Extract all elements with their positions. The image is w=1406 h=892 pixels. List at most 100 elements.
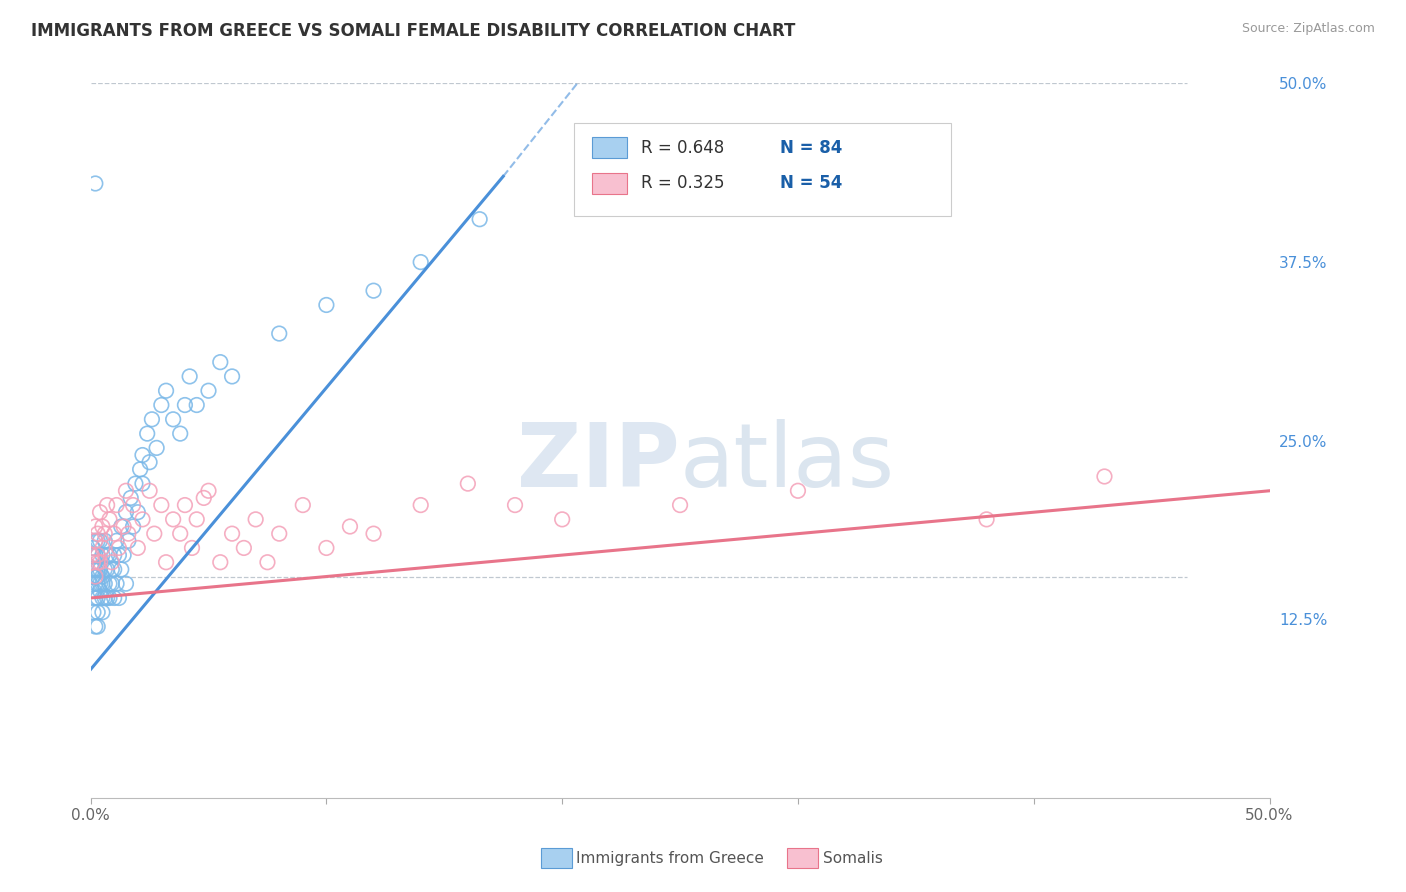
Point xyxy=(89,562,111,576)
Point xyxy=(117,533,139,548)
Point xyxy=(89,505,111,519)
Point xyxy=(105,498,128,512)
Point xyxy=(129,462,152,476)
Point xyxy=(669,498,692,512)
Point xyxy=(91,605,114,619)
Point xyxy=(96,498,118,512)
Point xyxy=(122,519,145,533)
Bar xyxy=(592,137,627,159)
Point xyxy=(115,483,138,498)
FancyBboxPatch shape xyxy=(574,123,952,216)
Point xyxy=(84,569,107,583)
Bar xyxy=(592,173,627,194)
Point xyxy=(89,533,111,548)
Point xyxy=(108,541,131,555)
Text: atlas: atlas xyxy=(681,418,896,506)
Point xyxy=(84,533,107,548)
Point xyxy=(98,512,121,526)
Point xyxy=(143,526,166,541)
Point xyxy=(110,519,132,533)
Point xyxy=(127,505,149,519)
Point xyxy=(80,583,103,598)
Point xyxy=(141,412,163,426)
Point xyxy=(363,284,385,298)
Text: ZIP: ZIP xyxy=(517,418,681,506)
Point xyxy=(131,448,153,462)
Point xyxy=(96,562,118,576)
Point xyxy=(551,512,574,526)
Point xyxy=(86,576,108,591)
Point xyxy=(86,605,108,619)
Point xyxy=(245,512,267,526)
Text: Source: ZipAtlas.com: Source: ZipAtlas.com xyxy=(1241,22,1375,36)
Point xyxy=(409,255,432,269)
Point xyxy=(91,548,114,562)
Point xyxy=(82,562,104,576)
Point xyxy=(91,591,114,605)
Point xyxy=(108,548,131,562)
Point xyxy=(103,548,125,562)
Point xyxy=(86,555,108,569)
Point xyxy=(86,526,108,541)
Point xyxy=(101,555,124,569)
Point xyxy=(84,548,107,562)
Point xyxy=(174,498,197,512)
Point xyxy=(94,576,117,591)
Point xyxy=(84,576,107,591)
Point xyxy=(155,384,177,398)
Point xyxy=(315,541,337,555)
Point xyxy=(82,569,104,583)
Point xyxy=(136,426,159,441)
Point xyxy=(86,591,108,605)
Point xyxy=(117,526,139,541)
Point xyxy=(197,483,219,498)
Point xyxy=(89,583,111,598)
Point xyxy=(339,519,361,533)
Point xyxy=(127,541,149,555)
Point xyxy=(84,533,107,548)
Point xyxy=(91,519,114,533)
Point xyxy=(112,519,135,533)
Point xyxy=(115,576,138,591)
Point xyxy=(269,526,291,541)
Point xyxy=(82,541,104,555)
Point xyxy=(82,548,104,562)
Point xyxy=(89,576,111,591)
Point xyxy=(98,548,121,562)
Point xyxy=(94,533,117,548)
Point xyxy=(86,569,108,583)
Point xyxy=(363,526,385,541)
Point xyxy=(256,555,278,569)
Point xyxy=(91,569,114,583)
Point xyxy=(174,398,197,412)
Point xyxy=(84,562,107,576)
Point xyxy=(155,555,177,569)
Point xyxy=(232,541,254,555)
Point xyxy=(94,562,117,576)
Text: Immigrants from Greece: Immigrants from Greece xyxy=(576,851,765,865)
Point xyxy=(105,533,128,548)
Point xyxy=(84,519,107,533)
Point xyxy=(976,512,998,526)
Point xyxy=(221,526,243,541)
Point xyxy=(86,562,108,576)
Point xyxy=(209,555,232,569)
Text: R = 0.325: R = 0.325 xyxy=(641,175,724,193)
Point xyxy=(103,562,125,576)
Point xyxy=(221,369,243,384)
Point xyxy=(98,591,121,605)
Text: R = 0.648: R = 0.648 xyxy=(641,139,724,157)
Point xyxy=(122,498,145,512)
Point xyxy=(86,548,108,562)
Point xyxy=(193,491,215,505)
Point xyxy=(1094,469,1116,483)
Point xyxy=(84,591,107,605)
Point xyxy=(575,169,598,184)
Point xyxy=(186,398,208,412)
Point xyxy=(84,562,107,576)
Point xyxy=(169,426,191,441)
Point xyxy=(197,384,219,398)
Point xyxy=(103,591,125,605)
Point xyxy=(120,491,142,505)
Point xyxy=(131,512,153,526)
